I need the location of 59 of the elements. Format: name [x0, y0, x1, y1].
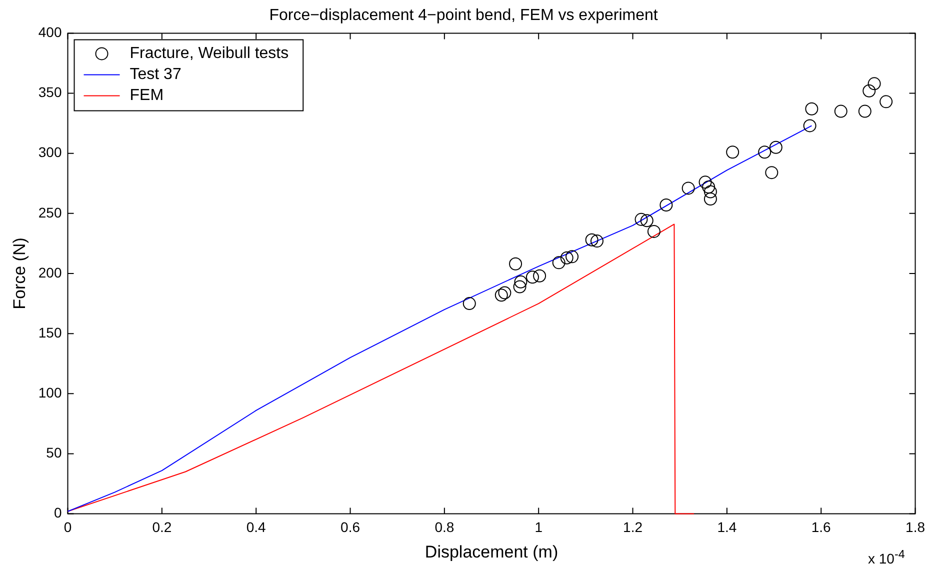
x-tick-label: 1.6: [811, 519, 832, 536]
point: [880, 95, 893, 108]
y-axis-title: Force (N): [10, 238, 29, 310]
point: [862, 84, 876, 98]
y-tick-label: 50: [46, 444, 62, 461]
point: [462, 297, 476, 310]
point: [834, 104, 848, 118]
point: [634, 212, 648, 226]
point: [704, 185, 717, 198]
legend-label: Test 37: [130, 66, 182, 84]
point: [702, 180, 716, 194]
x-tick-label: 0.2: [152, 519, 172, 536]
y-tick-label: 250: [38, 204, 62, 220]
y-tick-label: 300: [38, 144, 62, 160]
point: [682, 182, 695, 195]
y-tick-label: 350: [38, 84, 62, 100]
chart-title: Force−displacement 4−point bend, FEM vs experiment: [269, 7, 658, 24]
point: [513, 280, 526, 294]
point: [585, 233, 598, 246]
point: [509, 257, 522, 270]
x-tick-label: 0.6: [340, 519, 360, 536]
point: [647, 224, 660, 238]
point: [769, 140, 782, 154]
text: x 10$^{-4}$: [868, 548, 905, 567]
point: [805, 102, 818, 116]
x-tick-label: 1.8: [906, 519, 926, 536]
point: [758, 146, 772, 159]
y-tick-label: 100: [38, 384, 62, 401]
point: [526, 270, 539, 284]
point: [726, 146, 740, 159]
point: [698, 176, 712, 189]
x-tick-label: 0: [64, 519, 72, 536]
x-tick-label: 1.2: [623, 519, 643, 536]
point: [660, 198, 673, 212]
x-tick-label: 1: [534, 519, 543, 536]
y-tick-label: 0: [54, 504, 62, 521]
point: [560, 251, 574, 264]
point: [498, 286, 512, 300]
point: [868, 77, 881, 90]
point: [640, 214, 654, 228]
legend-label: FEM: [130, 87, 164, 104]
point: [552, 256, 566, 270]
x-tick-label: 0.4: [246, 519, 266, 536]
point: [704, 192, 717, 206]
x-tick-label: 1.4: [717, 519, 737, 536]
point: [533, 269, 546, 282]
y-tick-label: 400: [38, 24, 62, 40]
point: [494, 288, 508, 302]
point: [803, 119, 816, 132]
point: [590, 234, 604, 248]
point: [858, 104, 872, 118]
legend-label: Fracture, Weibull tests: [130, 45, 289, 62]
point: [566, 250, 579, 264]
x-axis-title: Displacement (m): [424, 542, 558, 562]
point: [765, 166, 778, 180]
point: [514, 275, 528, 288]
x-tick-label: 0.8: [434, 519, 454, 536]
y-tick-label: 150: [38, 324, 62, 340]
y-tick-label: 200: [38, 264, 62, 280]
